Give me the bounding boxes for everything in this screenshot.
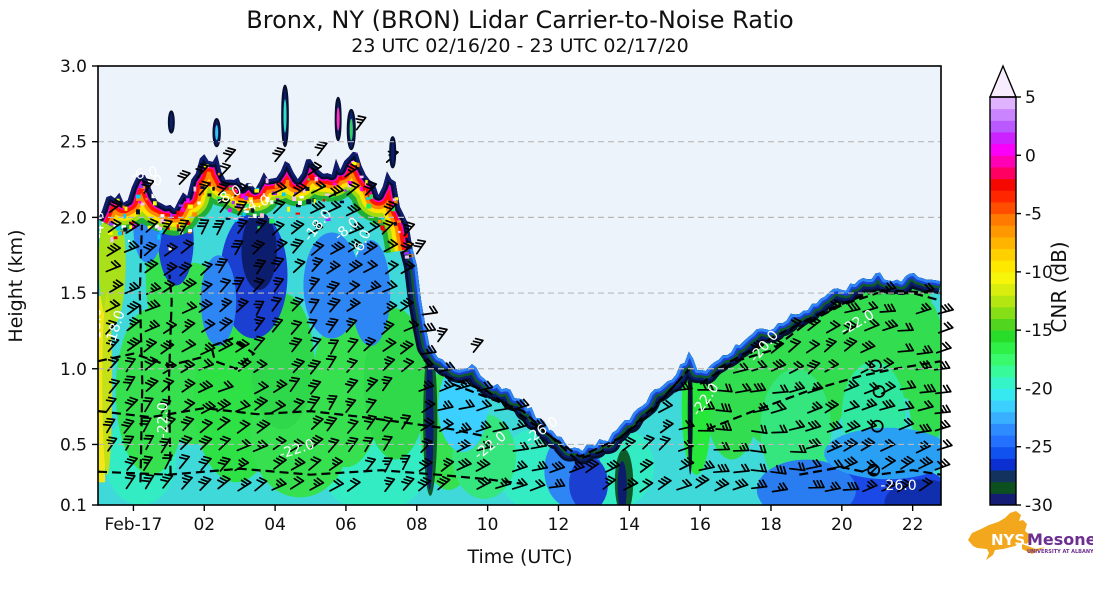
contour-label: -22.0 — [155, 402, 171, 438]
colorbar-tick-label: 0 — [1025, 146, 1036, 166]
y-tick-label: 2.0 — [60, 208, 87, 228]
x-axis-label: Time (UTC) — [466, 546, 572, 568]
y-tick-label: 0.1 — [60, 496, 87, 516]
x-tick-label: 06 — [335, 515, 357, 535]
x-tick-label: 10 — [477, 515, 499, 535]
wind-barbs-layer — [102, 115, 954, 493]
ny-state-shape — [968, 511, 1031, 560]
page-title: Bronx, NY (BRON) Lidar Carrier-to-Noise … — [246, 6, 793, 34]
y-tick-label: 1.0 — [60, 360, 87, 380]
x-tick-label: 18 — [760, 515, 782, 535]
colorbar-tick-label: 5 — [1025, 88, 1036, 108]
calm-wind-circles — [867, 359, 886, 477]
colorbar: 5 0 -5 -10 -15 -20 -25 -30 — [988, 64, 1053, 516]
x-tick-label: 14 — [618, 515, 640, 535]
chart-layers: -4.0-18.0-18.0-6.00-22.0-8.0-4.0-18.0-8.… — [60, 57, 1053, 535]
colorbar-tick-label: -20 — [1025, 379, 1053, 399]
x-tick-label: 04 — [264, 515, 286, 535]
x-tick-label: 22 — [902, 515, 924, 535]
x-tick-label: 08 — [406, 515, 428, 535]
contour-label: -18.0 — [88, 308, 104, 344]
gridlines-layer — [98, 141, 941, 446]
long-island-shape — [1022, 544, 1045, 554]
colorbar-label: CNR (dB) — [1047, 241, 1071, 332]
y-tick-label: 0.5 — [60, 435, 87, 455]
colorbar-tick-label: -25 — [1025, 438, 1053, 458]
y-tick-label: 2.5 — [60, 133, 87, 153]
y-axis-label: Height (km) — [5, 229, 27, 342]
contour-label: -4.0 — [91, 211, 107, 238]
detached-cloud-blobs — [167, 84, 397, 169]
contour-label: 0 — [153, 174, 162, 190]
y-tick-label: 3.0 — [60, 57, 87, 77]
colorbar-tick-label: -15 — [1025, 321, 1053, 341]
y-tick-label: 1.5 — [60, 284, 87, 304]
contour-label: -26.0 — [880, 478, 916, 494]
axes-layer: Feb-17 02 04 06 08 10 12 14 16 18 20 22 3.0 2.5 2.0 1.5… — [60, 57, 942, 535]
colorbar-tick-label: -30 — [1025, 496, 1053, 516]
x-tick-label: 16 — [689, 515, 711, 535]
x-tick-label: Feb-17 — [104, 515, 162, 535]
contour-label: -6.0 — [129, 164, 159, 185]
x-tick-label: 12 — [548, 515, 570, 535]
colorbar-tick-label: -10 — [1025, 263, 1053, 283]
logo-org: NYS — [991, 531, 1025, 549]
logo-name: Mesonet — [1027, 530, 1093, 549]
x-tick-label: 02 — [193, 515, 215, 535]
logo-sub: UNIVERSITY AT ALBANY — [1027, 549, 1093, 555]
page-subtitle: 23 UTC 02/16/20 - 23 UTC 02/17/20 — [351, 35, 688, 57]
colorbar-tick-label: -5 — [1025, 205, 1042, 225]
x-tick-label: 20 — [831, 515, 853, 535]
nys-mesonet-logo: NYS Mesonet UNIVERSITY AT ALBANY — [968, 511, 1093, 560]
cloud-speckle-layer — [108, 151, 414, 270]
